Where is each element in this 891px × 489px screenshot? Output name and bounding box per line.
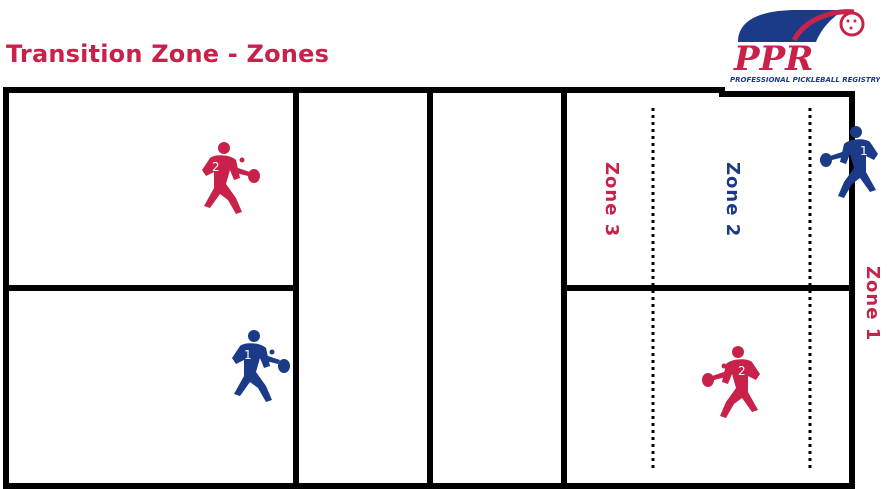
logo-tagline: PROFESSIONAL PICKLEBALL REGISTRY xyxy=(730,76,880,84)
player-blue-bottom-left: 1 xyxy=(222,328,292,408)
player-number: 2 xyxy=(212,160,220,174)
page-title: Transition Zone - Zones xyxy=(6,40,330,68)
player-silhouette-icon xyxy=(702,346,760,418)
player-silhouette-icon xyxy=(202,142,260,214)
player-red-bottom-right: 2 xyxy=(700,344,770,424)
zone-1-label: Zone 1 xyxy=(862,266,883,342)
logo-text: PPR xyxy=(733,39,813,79)
player-silhouette-icon xyxy=(232,330,290,402)
player-number: 2 xyxy=(738,364,746,378)
player-number: 1 xyxy=(244,348,252,362)
player-red-top-left: 2 xyxy=(192,140,262,220)
zone-3-label: Zone 3 xyxy=(601,162,622,238)
court-outline-left xyxy=(3,87,855,489)
zone-2-label: Zone 2 xyxy=(722,162,743,238)
player-blue-top-right: 1 xyxy=(818,124,888,204)
player-silhouette-icon xyxy=(820,126,878,198)
player-number: 1 xyxy=(860,144,868,158)
ppr-logo: PPR PROFESSIONAL PICKLEBALL REGISTRY xyxy=(724,4,881,86)
